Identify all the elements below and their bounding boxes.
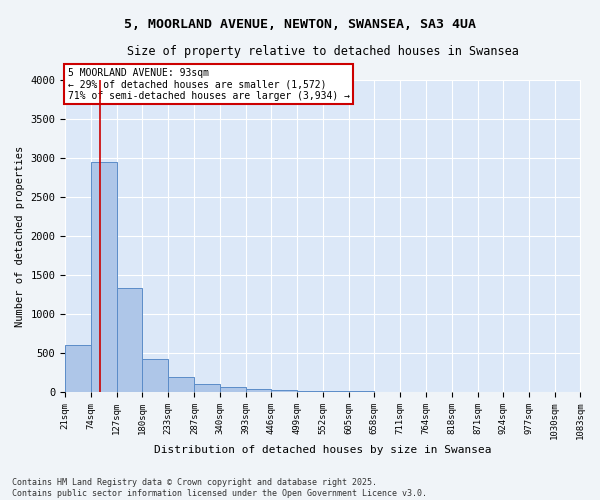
Title: Size of property relative to detached houses in Swansea: Size of property relative to detached ho… (127, 45, 519, 58)
Bar (91, 162, 117, 392)
Bar (246, 389, 271, 392)
Bar (297, 391, 323, 392)
Text: 5 MOORLAND AVENUE: 93sqm
← 29% of detached houses are smaller (1,572)
71% of sem: 5 MOORLAND AVENUE: 93sqm ← 29% of detach… (68, 68, 350, 100)
Bar (117, 288, 142, 392)
Bar (194, 384, 220, 392)
X-axis label: Distribution of detached houses by size in Swansea: Distribution of detached houses by size … (154, 445, 491, 455)
Bar (168, 377, 194, 392)
Bar (220, 386, 246, 392)
Bar (65, 346, 91, 392)
Bar (142, 360, 168, 392)
Text: Contains HM Land Registry data © Crown copyright and database right 2025.
Contai: Contains HM Land Registry data © Crown c… (12, 478, 427, 498)
Y-axis label: Number of detached properties: Number of detached properties (15, 146, 25, 326)
Text: 5, MOORLAND AVENUE, NEWTON, SWANSEA, SA3 4UA: 5, MOORLAND AVENUE, NEWTON, SWANSEA, SA3… (124, 18, 476, 30)
Bar (271, 390, 297, 392)
